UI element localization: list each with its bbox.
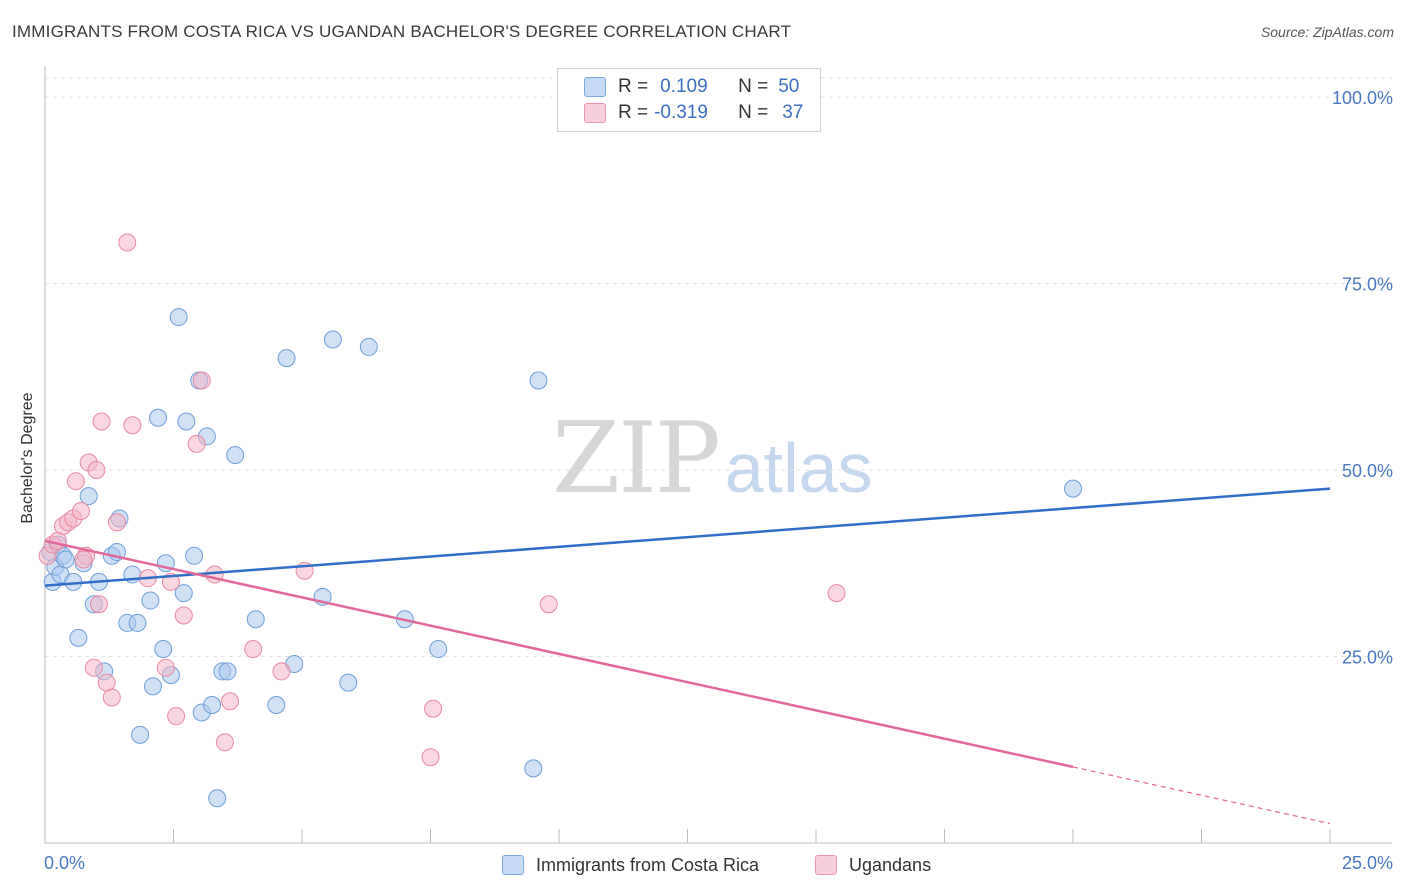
legend-n-label: N = bbox=[738, 76, 769, 97]
costa-rica-point bbox=[56, 550, 75, 569]
y-tick-label: 100.0% bbox=[1332, 88, 1393, 108]
x-tick-label: 0.0% bbox=[44, 853, 85, 873]
chart-title: IMMIGRANTS FROM COSTA RICA VS UGANDAN BA… bbox=[12, 22, 792, 41]
costa-rica-point bbox=[131, 725, 150, 744]
ugandan-trendline-extension bbox=[1072, 766, 1331, 825]
ugandan-point bbox=[107, 513, 126, 532]
ugandan-point bbox=[827, 584, 846, 603]
watermark: ZIPatlas bbox=[552, 402, 873, 516]
y-tick-label: 25.0% bbox=[1342, 648, 1393, 668]
bottom-legend-costa-rica[interactable]: Immigrants from Costa Rica bbox=[502, 852, 759, 878]
y-tick-label: 75.0% bbox=[1342, 275, 1393, 295]
ugandan-point bbox=[87, 461, 106, 479]
correlation-legend: R = 0.109 N = 50 R = -0.319 N = 37 bbox=[557, 68, 821, 132]
ugandan-point bbox=[97, 673, 116, 692]
legend-swatch-costa-rica bbox=[584, 77, 606, 97]
ugandan-point bbox=[71, 502, 90, 521]
costa-rica-point bbox=[149, 408, 168, 427]
costa-rica-point bbox=[226, 446, 245, 465]
legend-n-value: 50 bbox=[778, 76, 800, 97]
costa-rica-point bbox=[429, 640, 448, 659]
watermark-atlas: atlas bbox=[724, 429, 873, 507]
bottom-legend-label-ugandans: Ugandans bbox=[849, 854, 932, 875]
costa-rica-point bbox=[323, 330, 342, 349]
costa-rica-point bbox=[208, 789, 227, 808]
legend-n-label: N = bbox=[738, 102, 769, 123]
ugandan-point bbox=[123, 416, 142, 435]
costa-rica-point bbox=[185, 546, 204, 565]
bottom-legend-swatch-ugandans bbox=[815, 855, 837, 875]
watermark-zip: ZIP bbox=[552, 402, 721, 516]
ugandan-point bbox=[102, 688, 121, 707]
ugandan-point bbox=[244, 640, 263, 659]
ugandan-point bbox=[272, 662, 291, 681]
costa-rica-point bbox=[203, 695, 222, 714]
costa-rica-point bbox=[339, 673, 358, 692]
ugandan-point bbox=[424, 699, 443, 718]
legend-r-label: R = bbox=[618, 76, 649, 97]
costa-rica-point bbox=[79, 487, 98, 506]
costa-rica-point bbox=[246, 610, 265, 629]
costa-rica-point bbox=[524, 759, 543, 778]
legend-n-value: 37 bbox=[782, 102, 804, 123]
ugandan-point bbox=[187, 434, 206, 453]
ugandan-point bbox=[66, 472, 85, 491]
costa-rica-point bbox=[141, 591, 160, 610]
ugandan-point bbox=[221, 692, 240, 711]
ugandan-point bbox=[215, 733, 234, 752]
legend-r-value: -0.319 bbox=[654, 102, 708, 123]
costa-rica-point bbox=[69, 628, 88, 647]
ugandan-point bbox=[174, 606, 193, 625]
legend-r-label: R = bbox=[618, 102, 649, 123]
ugandan-point bbox=[74, 550, 93, 569]
bottom-legend-swatch-costa-rica bbox=[502, 855, 524, 875]
costa-rica-point bbox=[529, 371, 548, 390]
ugandan-point bbox=[84, 658, 103, 677]
ugandan-point bbox=[539, 595, 558, 614]
costa-rica-point bbox=[218, 662, 237, 681]
costa-rica-point bbox=[154, 640, 173, 659]
legend-swatch-ugandans bbox=[584, 103, 606, 123]
ugandan-point bbox=[156, 658, 175, 677]
bottom-legend-ugandans[interactable]: Ugandans bbox=[815, 852, 931, 878]
costa-rica-point bbox=[174, 584, 193, 603]
legend-row-ugandans: R = -0.319 N = 37 bbox=[584, 101, 803, 125]
costa-rica-point bbox=[128, 613, 147, 632]
ugandan-trendline bbox=[44, 539, 1074, 769]
ugandan-point bbox=[48, 531, 67, 550]
ugandan-point bbox=[118, 233, 137, 252]
ugandan-point bbox=[192, 371, 211, 390]
costa-rica-point bbox=[277, 349, 296, 368]
costa-rica-trendline bbox=[44, 487, 1331, 587]
costa-rica-point bbox=[143, 677, 162, 696]
costa-rica-point bbox=[1064, 479, 1082, 498]
ugandan-point bbox=[92, 412, 111, 431]
costa-rica-point bbox=[267, 695, 286, 714]
bottom-legend-label-costa-rica: Immigrants from Costa Rica bbox=[536, 854, 760, 875]
costa-rica-point bbox=[359, 337, 378, 356]
costa-rica-point bbox=[169, 308, 188, 327]
ugandan-point bbox=[421, 748, 440, 767]
ugandan-point bbox=[167, 707, 186, 726]
ugandan-point bbox=[89, 595, 108, 614]
legend-r-value: 0.109 bbox=[660, 76, 708, 97]
costa-rica-point bbox=[177, 412, 196, 431]
source-label: Source: ZipAtlas.com bbox=[1260, 24, 1394, 40]
legend-row-costa-rica: R = 0.109 N = 50 bbox=[584, 75, 799, 99]
y-tick-label: 50.0% bbox=[1342, 461, 1393, 481]
x-tick-label: 25.0% bbox=[1342, 853, 1393, 873]
